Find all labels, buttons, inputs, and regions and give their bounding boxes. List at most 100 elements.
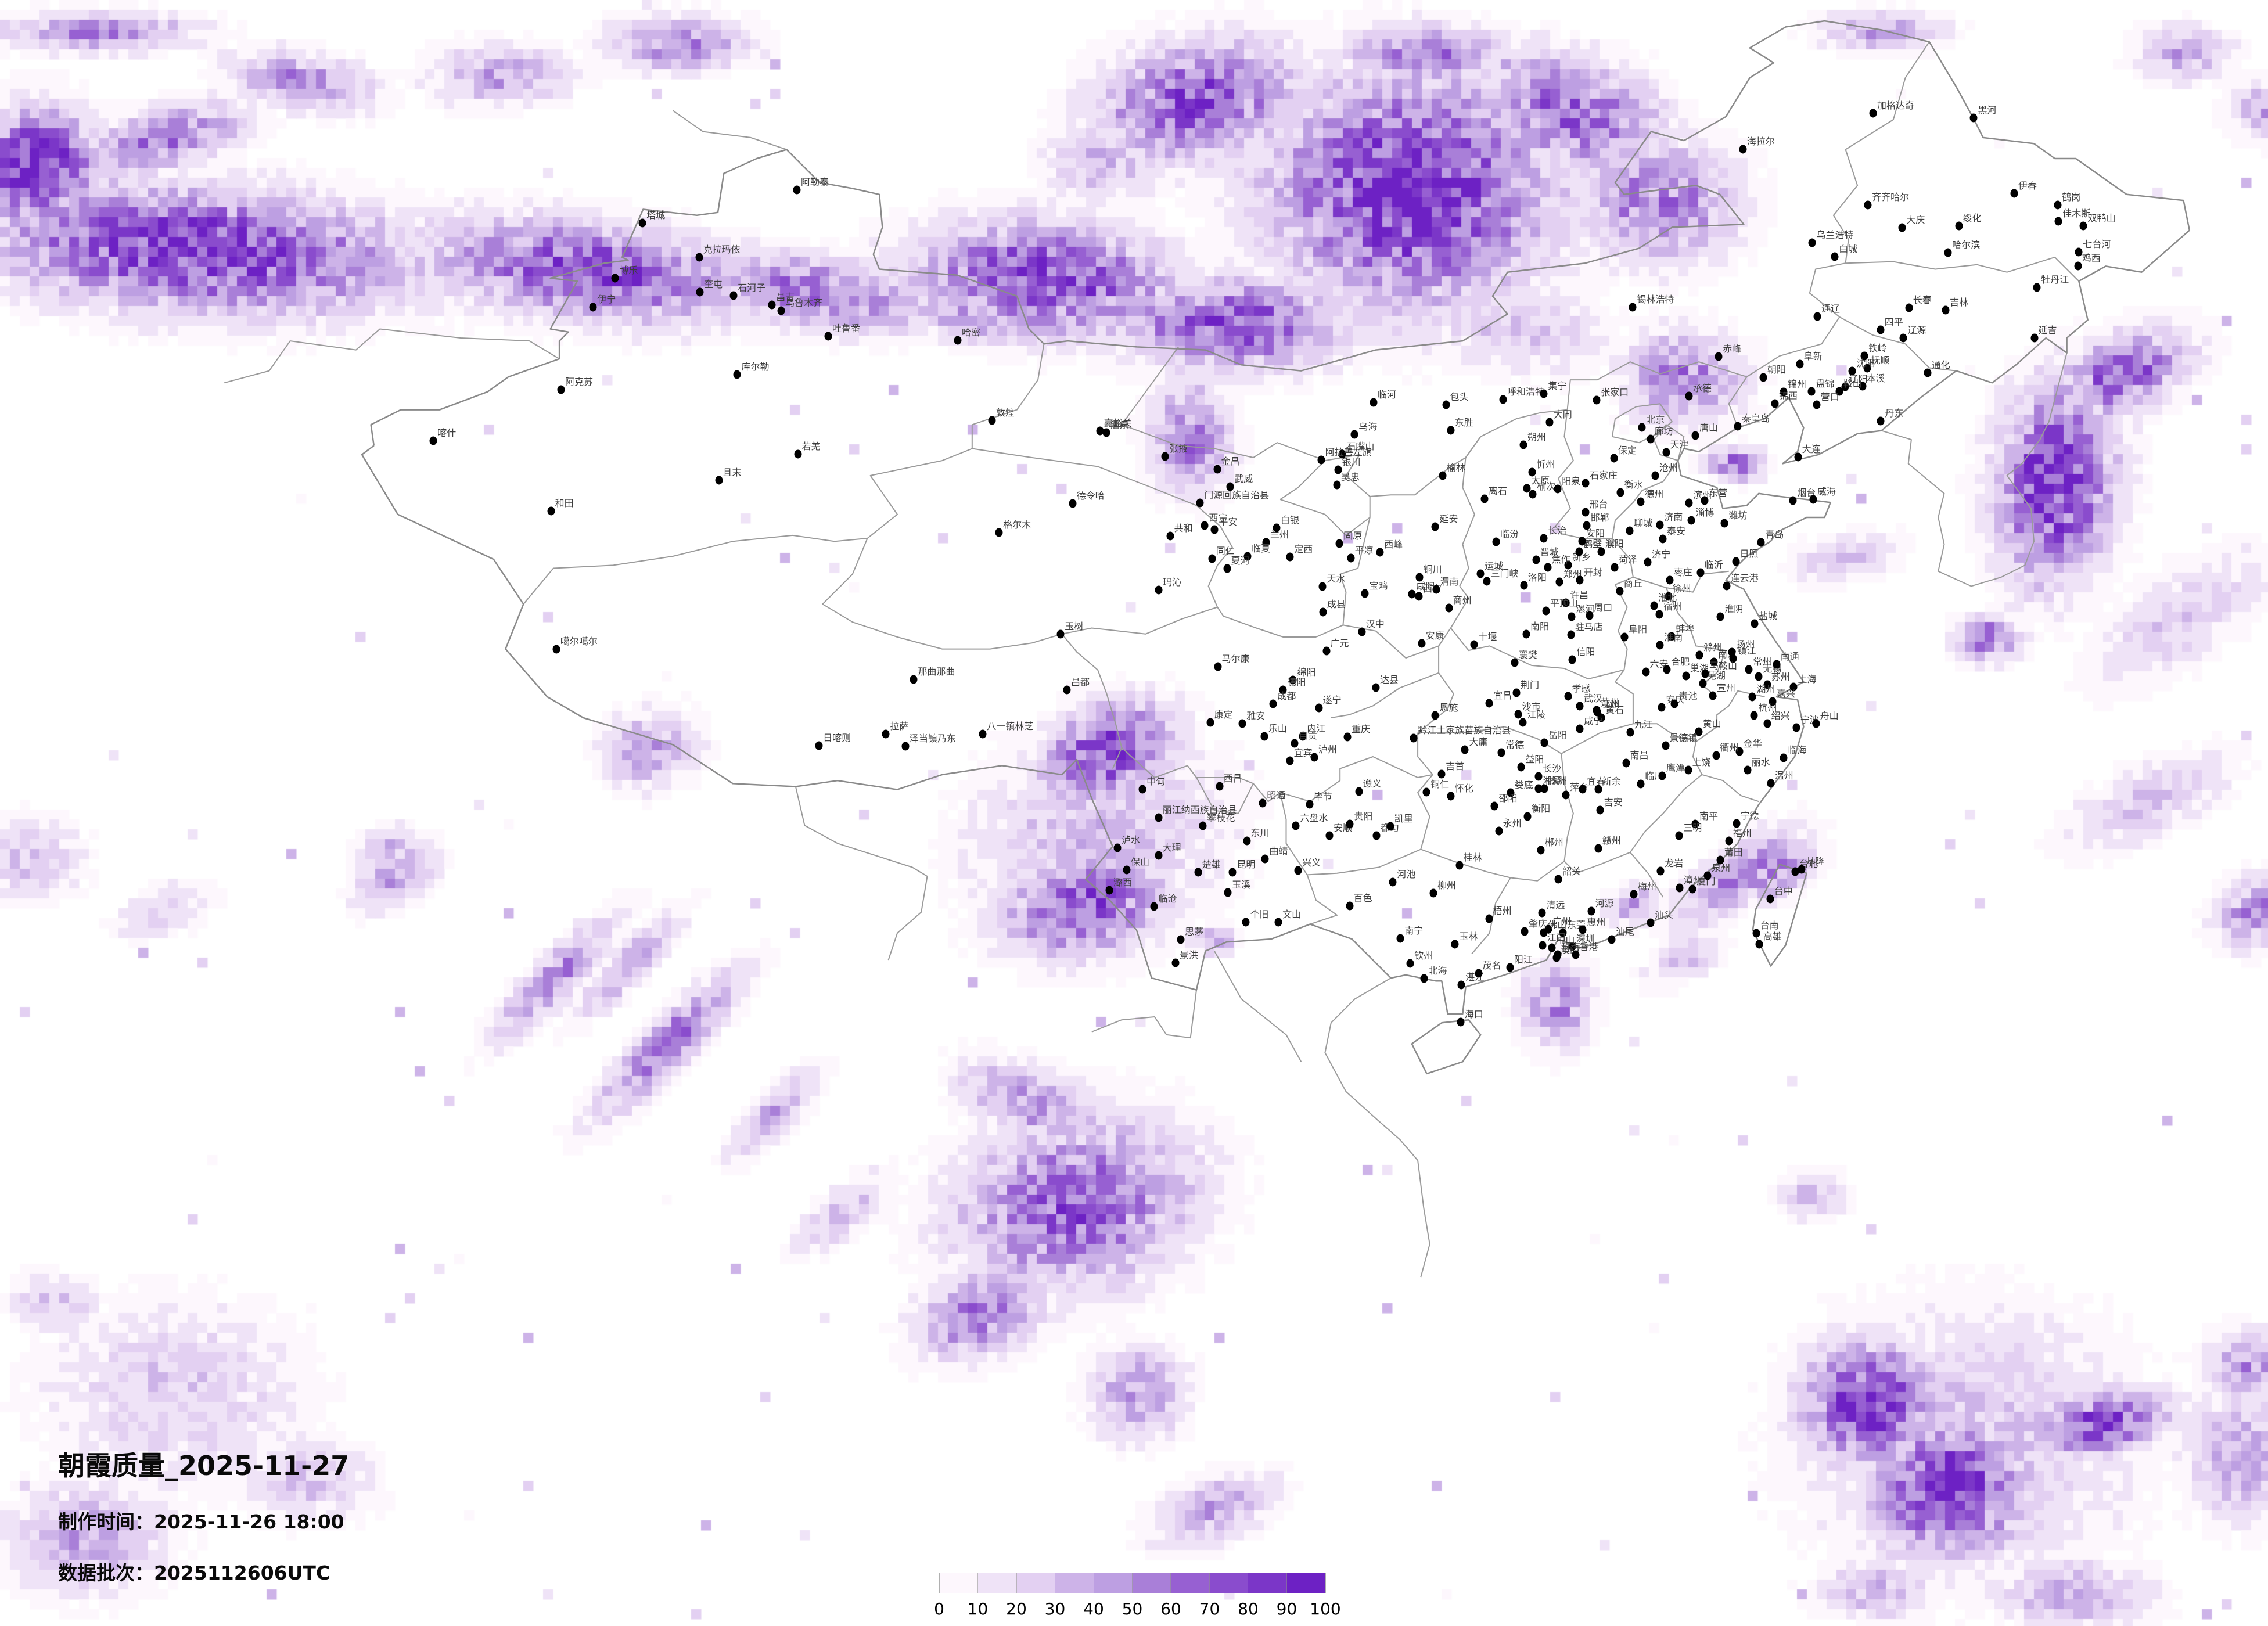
province-boundary (1418, 723, 1634, 754)
city-label: 嘉峪关 (1104, 417, 1132, 429)
city-label: 大庸 (1469, 736, 1488, 748)
city-dot (1812, 719, 1820, 728)
city-dot (1056, 629, 1065, 639)
city-dot (1299, 732, 1307, 741)
city-label: 和田 (555, 498, 574, 509)
city-dot (1732, 557, 1740, 566)
title-block: 朝霞质量_2025-11-27 制作时间：2025-11-26 18:00 数据… (58, 1451, 349, 1585)
city-label: 盐城 (1758, 610, 1777, 621)
neighbor-country-boundary (224, 328, 560, 384)
city-dot (1562, 598, 1570, 607)
city-dot (1568, 612, 1576, 621)
city-dot (1538, 908, 1546, 918)
city-dot (1670, 699, 1678, 708)
city-dot (1544, 563, 1552, 572)
city-label: 吉首 (1446, 761, 1465, 772)
city-dot (696, 287, 704, 297)
city-dot (1835, 387, 1843, 396)
city-dot (1532, 555, 1540, 564)
city-label: 本溪 (1866, 372, 1885, 384)
city-dot (2074, 261, 2082, 271)
city-dot (1333, 480, 1341, 490)
city-label: 遂宁 (1322, 695, 1342, 706)
city-label: 鹤壁 (1583, 538, 1602, 550)
city-label: 乐山 (1268, 723, 1287, 735)
city-label: 德州 (1645, 488, 1664, 499)
province-boundary (867, 448, 973, 539)
city-label: 柳州 (1437, 880, 1456, 891)
city-label: 临沧 (1158, 893, 1177, 905)
city-label: 临沂 (1704, 559, 1723, 571)
city-dot (1537, 846, 1545, 855)
city-label: 汕头 (1654, 909, 1673, 920)
city-dot (1506, 963, 1514, 972)
city-label: 莆田 (1724, 846, 1743, 858)
city-dot (1216, 782, 1224, 791)
city-dot (1545, 418, 1554, 427)
city-dot (1723, 581, 1731, 591)
city-label: 丹东 (1885, 408, 1904, 419)
city-dot (611, 274, 619, 283)
city-label: 淮北 (1658, 592, 1677, 603)
city-label: 共和 (1174, 522, 1193, 534)
city-label: 双鸭山 (2087, 213, 2116, 224)
city-label: 昌吉 (776, 291, 795, 303)
city-dot (1315, 703, 1323, 713)
city-label: 运城 (1485, 560, 1504, 571)
city-label: 周口 (1594, 602, 1613, 613)
city-dot (1813, 312, 1821, 321)
city-dot (2054, 200, 2062, 210)
legend-tick-label: 70 (1199, 1599, 1220, 1618)
city-label: 新余 (1602, 775, 1621, 787)
city-label: 博乐 (619, 264, 638, 276)
city-dot (1223, 564, 1231, 573)
city-dot (1431, 711, 1439, 720)
city-label: 徐州 (1672, 582, 1691, 594)
city-label: 成县 (1327, 599, 1346, 610)
legend-swatch-60-70 (1171, 1573, 1210, 1593)
city-dot (1291, 739, 1299, 748)
city-dot (1439, 471, 1447, 480)
city-dot (1562, 790, 1570, 800)
city-label: 定西 (1294, 543, 1313, 555)
city-label: 广州 (1552, 916, 1571, 927)
city-dot (1370, 398, 1378, 407)
city-dot (1155, 813, 1163, 822)
city-label: 南平 (1699, 811, 1719, 822)
city-dot (429, 436, 437, 445)
city-label: 汉中 (1365, 618, 1385, 630)
city-dot (1540, 738, 1548, 747)
city-dot (1622, 758, 1630, 768)
city-label: 贵阳 (1354, 810, 1373, 822)
province-boundary (971, 344, 1045, 449)
city-label: 福州 (1733, 828, 1752, 839)
city-label: 玉溪 (1232, 879, 1251, 891)
city-label: 西昌 (1223, 773, 1242, 785)
city-dot (1242, 918, 1250, 927)
city-dot (1766, 894, 1774, 904)
city-label: 株洲 (1548, 775, 1567, 787)
city-label: 营口 (1820, 391, 1839, 402)
city-dot (1177, 935, 1185, 944)
city-dot (1684, 765, 1692, 775)
city-label: 开封 (1583, 567, 1602, 578)
city-label: 乌海 (1358, 421, 1378, 433)
city-dot (1610, 454, 1618, 463)
city-label: 晋城 (1540, 546, 1559, 557)
city-dot (1813, 400, 1821, 409)
city-label: 七台河 (2083, 239, 2111, 250)
city-label: 北京 (1646, 414, 1665, 426)
city-label: 曲靖 (1269, 845, 1288, 857)
city-dot (1196, 498, 1204, 508)
city-label: 焦作 (1551, 554, 1570, 566)
province-boundary (1315, 624, 1439, 659)
city-label: 安阳 (1586, 528, 1605, 539)
city-label: 中山 (1556, 934, 1575, 945)
province-boundary (1480, 409, 1568, 437)
city-dot (1733, 819, 1741, 828)
city-label: 库尔勒 (741, 361, 770, 372)
city-label: 天津 (1670, 438, 1689, 450)
city-label: 毕节 (1313, 791, 1332, 803)
city-label: 商州 (1453, 594, 1472, 606)
